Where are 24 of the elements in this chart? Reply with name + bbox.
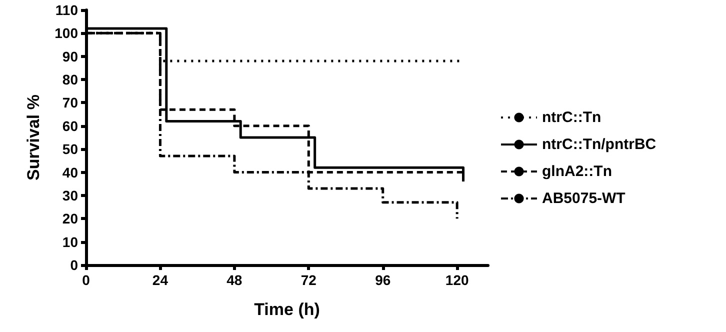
y-tick-label: 30 [62,187,78,204]
y-tick-label: 70 [62,94,78,111]
y-tick-label: 0 [70,257,78,273]
x-tick-label: 72 [300,272,317,288]
y-tick-label: 40 [62,164,78,180]
x-tick-label: 24 [152,272,168,288]
x-axis-title: Time (h) [254,300,320,319]
x-tick-label: 0 [82,272,90,288]
y-tick-label: 60 [62,118,78,134]
y-tick-label: 20 [62,210,78,227]
y-tick-label: 80 [62,72,78,88]
y-tick-label: 100 [54,25,78,42]
x-tick-label: 48 [226,272,242,288]
x-tick-label: 120 [445,272,469,288]
y-tick-label: 10 [62,234,78,250]
legend-label: ntrC::Tn [542,109,602,126]
y-tick-label: 50 [62,141,78,158]
x-tick-label: 96 [375,272,391,288]
legend-label: AB5075-WT [542,190,626,207]
legend-label: glnA2::Tn [542,163,612,180]
y-tick-label: 90 [62,48,78,64]
y-axis-title: Survival % [24,94,43,180]
y-tick-label: 110 [55,2,78,18]
legend-label: ntrC::Tn/pntrBC [542,136,656,153]
